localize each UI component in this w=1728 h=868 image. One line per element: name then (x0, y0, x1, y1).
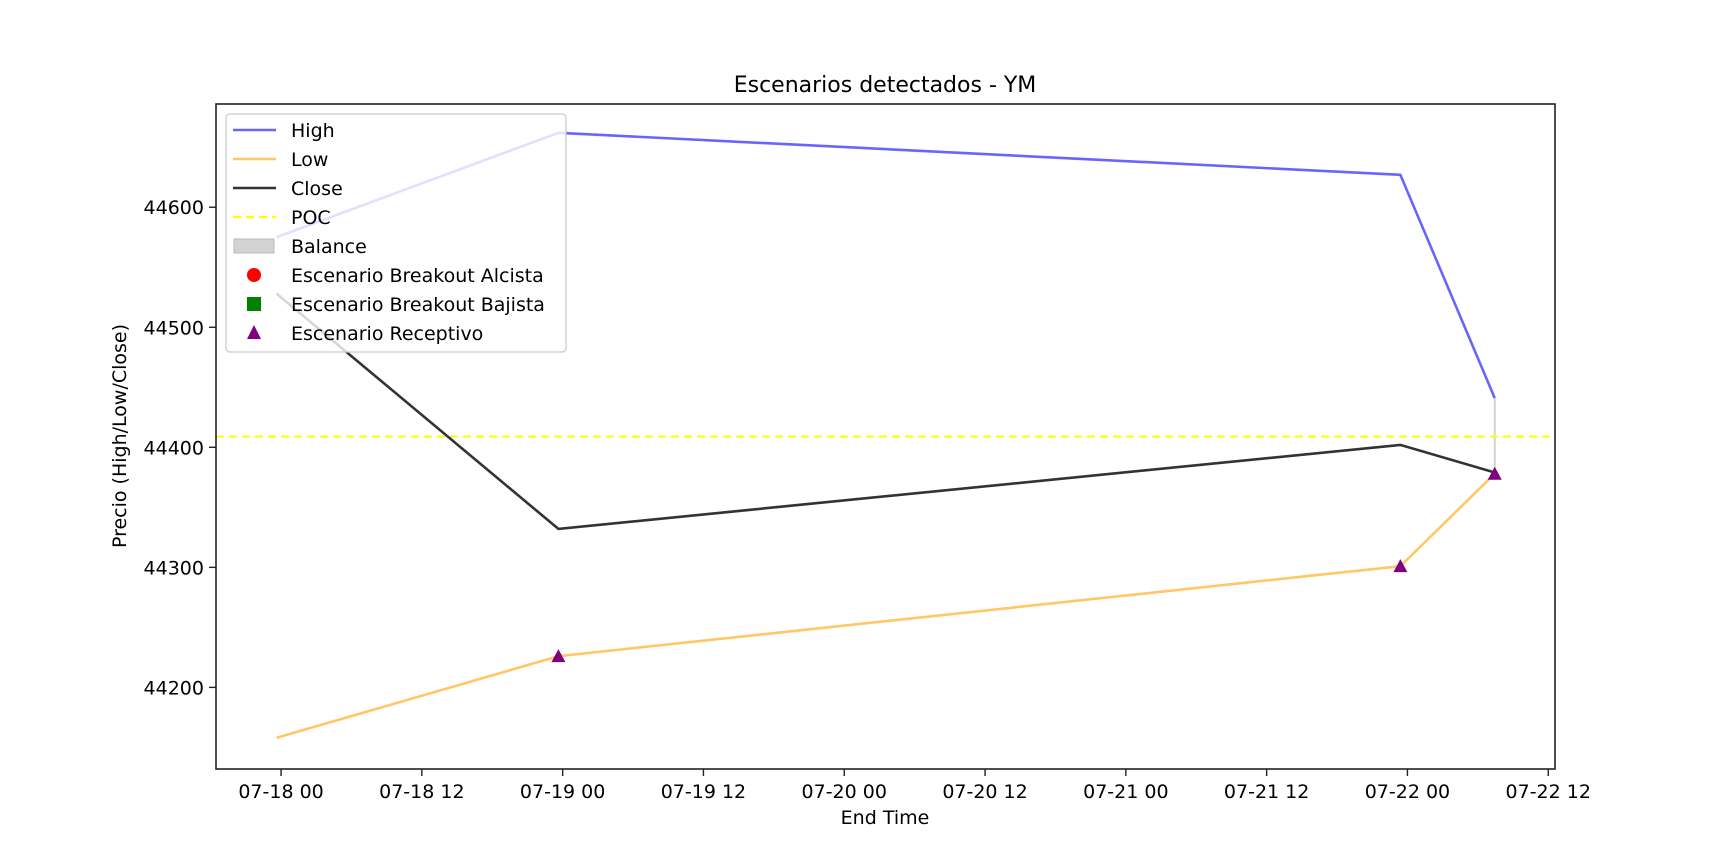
chart-title: Escenarios detectados - YM (734, 73, 1037, 98)
x-tick-label: 07-22 12 (1506, 781, 1591, 803)
axis-ticks: 07-18 00 07-18 12 07-19 00 07-19 12 07-20 00… (144, 197, 1591, 803)
axes-frame (215, 103, 1556, 770)
series-line-low (276, 472, 1496, 740)
legend-label: Close (291, 178, 343, 200)
legend-item: Escenario Receptivo (247, 323, 483, 345)
series-line-close (275, 292, 1496, 531)
x-tick-label: 07-20 12 (942, 781, 1027, 803)
x-tick-label: 07-20 00 (802, 781, 887, 803)
x-tick-label: 07-18 12 (379, 781, 464, 803)
x-tick-label: 07-22 00 (1365, 781, 1450, 803)
legend-patch-icon (233, 238, 275, 254)
legend-label: Escenario Breakout Alcista (291, 265, 544, 287)
legend-circle-icon (247, 268, 261, 282)
legend-item: Escenario Breakout Bajista (247, 294, 545, 316)
x-tick-label: 07-18 00 (238, 781, 323, 803)
legend-item: POC (233, 207, 331, 229)
x-tick-label: 07-19 00 (520, 781, 605, 803)
legend-item: Escenario Breakout Alcista (247, 265, 544, 287)
legend-square-icon (247, 297, 261, 311)
legend-item: Low (233, 149, 328, 171)
legend-label: POC (291, 207, 331, 229)
receptive-marker (551, 649, 566, 663)
legend: High Low Close POC Balance Escenario Breakout… (225, 113, 567, 353)
y-tick-label: 44200 (144, 677, 204, 699)
x-tick-label: 07-19 12 (661, 781, 746, 803)
legend-item: High (233, 120, 335, 142)
legend-item: Close (233, 178, 343, 200)
receptive-marker (1487, 466, 1502, 480)
legend-box (225, 113, 567, 353)
legend-triangle-icon (247, 325, 261, 339)
y-tick-label: 44600 (144, 197, 204, 219)
legend-label: Balance (291, 236, 367, 258)
y-tick-label: 44300 (144, 557, 204, 579)
legend-label: High (291, 120, 335, 142)
legend-item: Balance (233, 236, 367, 258)
x-axis-label: End Time (841, 807, 930, 829)
legend-label: Escenario Breakout Bajista (291, 294, 545, 316)
receptive-marker (1393, 559, 1408, 573)
x-tick-label: 07-21 12 (1224, 781, 1309, 803)
legend-label: Low (291, 149, 328, 171)
legend-label: Escenario Receptivo (291, 323, 483, 345)
y-tick-label: 44500 (144, 317, 204, 339)
x-tick-label: 07-21 00 (1083, 781, 1168, 803)
y-tick-label: 44400 (144, 437, 204, 459)
y-axis-label: Precio (High/Low/Close) (109, 324, 131, 548)
